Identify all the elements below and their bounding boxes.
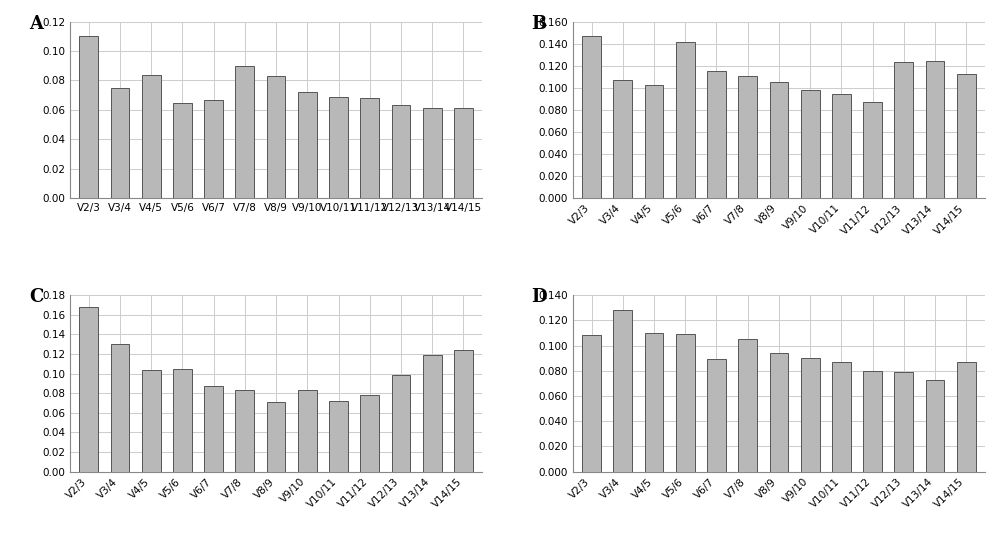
Bar: [894, 372, 913, 472]
Text: D: D: [532, 288, 547, 306]
Bar: [645, 85, 663, 198]
Bar: [360, 395, 379, 472]
Bar: [454, 108, 473, 198]
Bar: [832, 94, 851, 198]
Bar: [111, 88, 129, 198]
Bar: [142, 75, 161, 198]
Bar: [957, 362, 976, 472]
Bar: [173, 369, 192, 472]
Bar: [267, 76, 285, 198]
Text: A: A: [29, 15, 43, 33]
Bar: [613, 310, 632, 472]
Bar: [957, 74, 976, 198]
Bar: [173, 102, 192, 198]
Bar: [423, 108, 442, 198]
Bar: [111, 344, 129, 472]
Bar: [79, 36, 98, 198]
Bar: [676, 334, 695, 472]
Bar: [770, 82, 788, 198]
Bar: [79, 307, 98, 472]
Bar: [392, 106, 410, 198]
Bar: [707, 72, 726, 198]
Bar: [801, 358, 820, 472]
Bar: [863, 371, 882, 472]
Bar: [329, 96, 348, 198]
Bar: [204, 100, 223, 198]
Bar: [582, 36, 601, 198]
Bar: [423, 355, 442, 472]
Bar: [894, 62, 913, 198]
Bar: [454, 350, 473, 472]
Bar: [832, 362, 851, 472]
Bar: [801, 90, 820, 198]
Bar: [267, 402, 285, 472]
Bar: [738, 339, 757, 472]
Bar: [738, 76, 757, 198]
Text: C: C: [29, 288, 43, 306]
Bar: [926, 61, 944, 198]
Bar: [707, 359, 726, 472]
Bar: [863, 102, 882, 198]
Bar: [142, 370, 161, 472]
Text: B: B: [532, 15, 547, 33]
Bar: [645, 333, 663, 472]
Bar: [676, 42, 695, 198]
Bar: [360, 98, 379, 198]
Bar: [329, 401, 348, 472]
Bar: [582, 335, 601, 472]
Bar: [235, 66, 254, 198]
Bar: [770, 353, 788, 472]
Bar: [204, 386, 223, 472]
Bar: [298, 92, 317, 198]
Bar: [926, 379, 944, 472]
Bar: [392, 376, 410, 472]
Bar: [613, 80, 632, 198]
Bar: [298, 390, 317, 472]
Bar: [235, 390, 254, 472]
